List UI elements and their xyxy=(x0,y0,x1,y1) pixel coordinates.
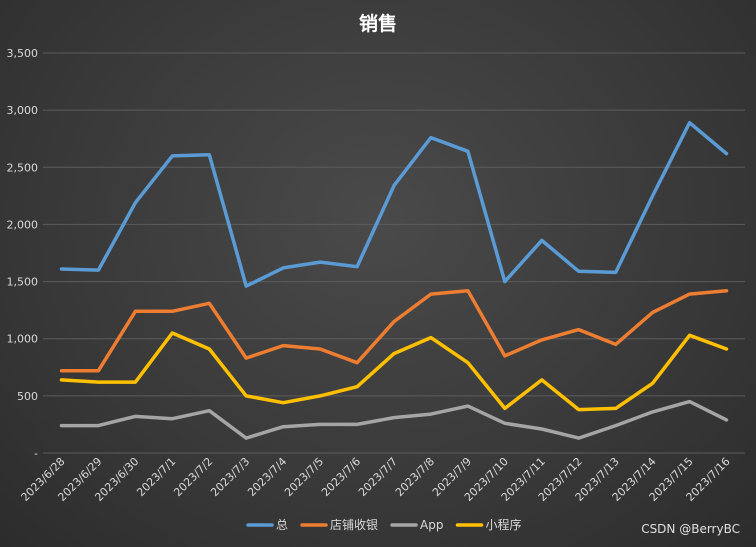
y-tick-label: 2,000 xyxy=(7,218,39,231)
legend-label: App xyxy=(420,518,443,532)
chart-title: 销售 xyxy=(359,12,397,35)
y-axis-ticks: - 500 1,000 1,500 2,000 2,500 3,000 3,500 xyxy=(7,47,39,460)
legend-label: 小程序 xyxy=(485,517,521,532)
x-tick-label: 2023/7/1 xyxy=(134,455,178,499)
x-axis-ticks: 2023/6/282023/6/292023/6/302023/7/12023/… xyxy=(19,455,733,504)
y-tick-label: 500 xyxy=(17,390,38,403)
legend: 总 店铺收银 App 小程序 xyxy=(246,517,522,532)
x-tick-label: 2023/7/4 xyxy=(245,455,289,499)
y-tick-label: 3,000 xyxy=(7,104,39,117)
series-line xyxy=(59,120,729,288)
y-tick-label: 3,500 xyxy=(7,47,39,60)
y-tick-label: 1,500 xyxy=(7,276,39,289)
watermark: CSDN @BerryBC xyxy=(641,522,740,536)
series-line xyxy=(59,399,729,440)
x-tick-label: 2023/7/5 xyxy=(282,455,326,499)
y-tick-label: - xyxy=(34,447,38,460)
x-tick-label: 2023/7/2 xyxy=(171,455,215,499)
y-tick-label: 1,000 xyxy=(7,333,39,346)
legend-label: 总 xyxy=(276,518,288,532)
x-tick-label: 2023/7/8 xyxy=(393,455,437,499)
gridlines xyxy=(43,52,745,454)
series-lines xyxy=(59,120,729,440)
series-line xyxy=(59,331,729,412)
x-tick-label: 2023/7/3 xyxy=(208,455,252,499)
y-tick-label: 2,500 xyxy=(7,161,39,174)
series-line xyxy=(59,288,729,373)
x-tick-label: 2023/7/7 xyxy=(356,455,400,499)
legend-label: 店铺收银 xyxy=(330,518,378,532)
x-tick-label: 2023/7/6 xyxy=(319,455,363,499)
